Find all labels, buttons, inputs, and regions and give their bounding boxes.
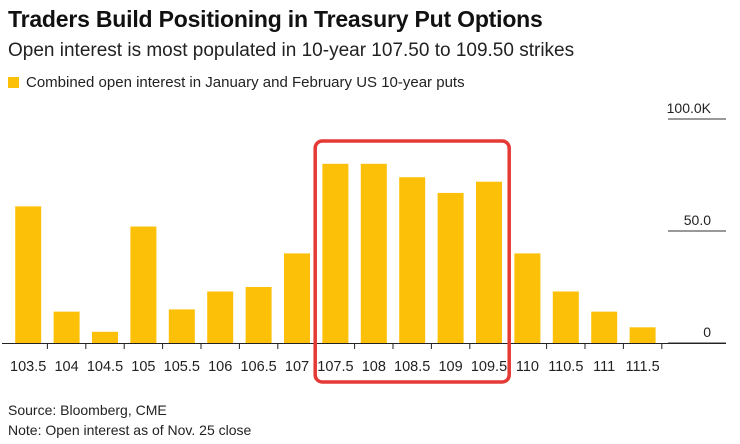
- x-tick-label: 109.5: [471, 359, 507, 375]
- y-tick-label: 50.0: [684, 212, 711, 228]
- source-note: Source: Bloomberg, CME: [8, 402, 167, 418]
- chart-title: Traders Build Positioning in Treasury Pu…: [8, 6, 543, 32]
- bar: [360, 163, 387, 343]
- legend-swatch: [8, 77, 19, 88]
- y-tick-label: 0: [703, 324, 711, 340]
- bar: [245, 287, 272, 343]
- x-tick-label: 111.5: [626, 359, 660, 375]
- x-tick-label: 110.5: [548, 359, 583, 375]
- x-tick-label: 104: [54, 359, 78, 375]
- footnote: Note: Open interest as of Nov. 25 close: [8, 422, 252, 438]
- bar: [399, 177, 426, 343]
- x-tick-label: 105.5: [164, 359, 200, 375]
- x-tick-label: 106: [208, 359, 232, 375]
- bar: [130, 226, 157, 343]
- x-tick-label: 106.5: [240, 359, 276, 375]
- bar: [322, 163, 349, 343]
- bar: [168, 309, 195, 343]
- bar: [591, 311, 618, 343]
- bar: [284, 253, 310, 343]
- x-tick-label: 107: [285, 359, 309, 375]
- x-tick-label: 104.5: [87, 359, 123, 375]
- x-tick-label: 111: [593, 359, 615, 375]
- bar: [53, 311, 80, 343]
- x-tick-label: 108.5: [394, 359, 430, 375]
- legend: Combined open interest in January and Fe…: [8, 74, 465, 91]
- x-tick-label: 105: [131, 359, 155, 375]
- x-tick-label: 107.5: [317, 359, 353, 375]
- bar: [476, 181, 502, 343]
- highlight-box: [313, 139, 511, 384]
- x-tick-label: 103.5: [10, 359, 46, 375]
- bar: [92, 331, 118, 343]
- bar: [15, 206, 42, 343]
- bar: [629, 327, 656, 343]
- x-tick-label: 108: [362, 359, 386, 375]
- bar: [437, 192, 464, 343]
- chart-subtitle: Open interest is most populated in 10-ye…: [8, 40, 575, 61]
- x-tick-label: 109: [438, 359, 462, 375]
- bar: [207, 291, 234, 343]
- bar: [514, 253, 541, 343]
- x-tick-label: 110: [516, 359, 539, 375]
- y-tick-label: 100.0K: [667, 100, 712, 116]
- legend-label: Combined open interest in January and Fe…: [26, 74, 465, 91]
- bar: [552, 291, 579, 343]
